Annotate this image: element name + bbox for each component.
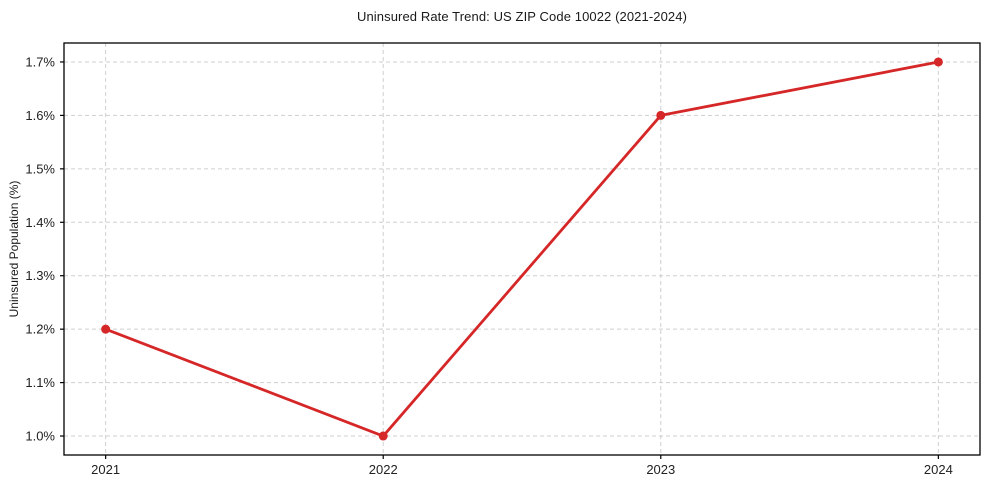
y-tick-label: 1.3% bbox=[25, 268, 55, 283]
y-tick-label: 1.4% bbox=[25, 215, 55, 230]
x-tick-label: 2023 bbox=[646, 462, 675, 477]
data-point-marker bbox=[933, 57, 943, 67]
data-point-marker bbox=[378, 431, 388, 441]
trend-line bbox=[104, 60, 940, 438]
data-point-marker bbox=[656, 110, 666, 120]
x-tick-label: 2024 bbox=[924, 462, 953, 477]
y-tick-label: 1.0% bbox=[25, 429, 55, 444]
y-tick-label: 1.2% bbox=[25, 322, 55, 337]
y-tick-label: 1.1% bbox=[25, 375, 55, 390]
x-tick-label: 2021 bbox=[91, 462, 120, 477]
data-point-marker bbox=[101, 324, 111, 334]
x-tick-label: 2022 bbox=[369, 462, 398, 477]
plot-border bbox=[63, 42, 981, 456]
y-tick-label: 1.5% bbox=[25, 161, 55, 176]
y-tick-label: 1.7% bbox=[25, 54, 55, 69]
chart-title: Uninsured Rate Trend: US ZIP Code 10022 … bbox=[356, 9, 688, 24]
y-tick-label: 1.6% bbox=[25, 108, 55, 123]
